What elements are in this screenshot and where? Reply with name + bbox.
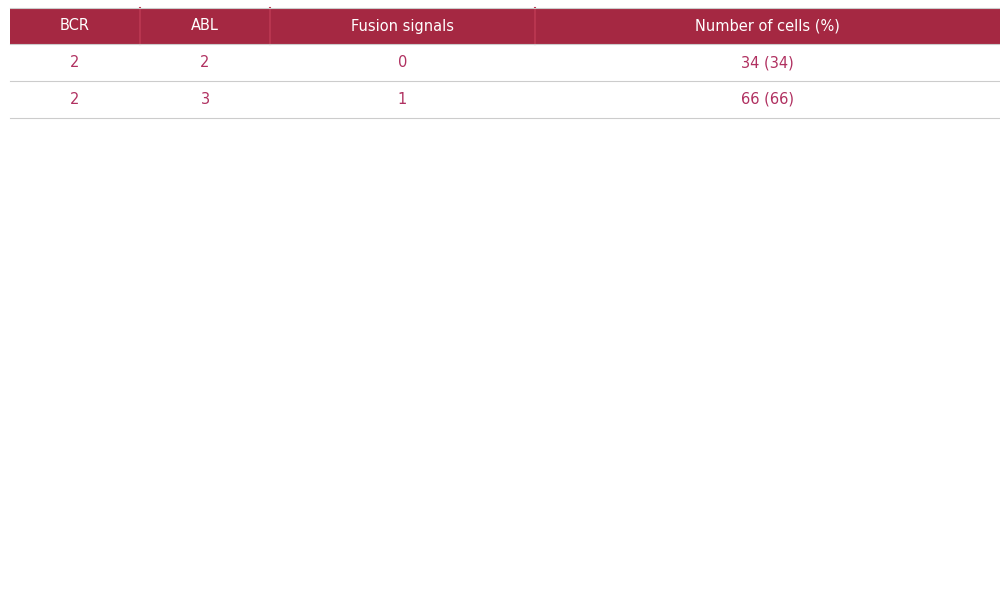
Text: Number of cells (%): Number of cells (%) <box>695 19 840 34</box>
Text: 66 (66): 66 (66) <box>741 92 794 107</box>
Text: 0: 0 <box>398 55 407 70</box>
Text: ABL: ABL <box>191 19 219 34</box>
Bar <box>10 44 1000 81</box>
Text: BCR: BCR <box>60 19 90 34</box>
Text: 34 (34): 34 (34) <box>741 55 794 70</box>
Bar <box>10 8 1000 44</box>
Text: 1: 1 <box>398 92 407 107</box>
Text: 2: 2 <box>70 92 80 107</box>
Text: 2: 2 <box>70 55 80 70</box>
Text: 3: 3 <box>200 92 210 107</box>
Bar <box>10 81 1000 118</box>
Text: 2: 2 <box>200 55 210 70</box>
Text: Fusion signals: Fusion signals <box>351 19 454 34</box>
